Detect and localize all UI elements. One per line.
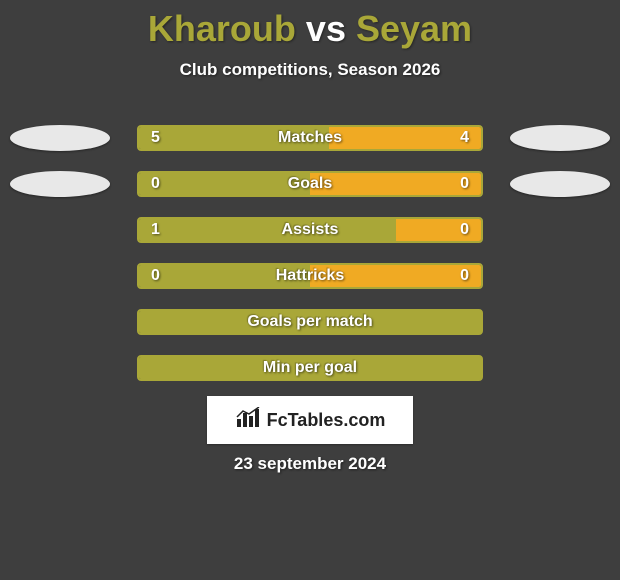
player1-bar-fill <box>139 219 396 241</box>
subtitle: Club competitions, Season 2026 <box>0 60 620 80</box>
player1-bar-fill <box>139 311 481 333</box>
player2-oval <box>510 171 610 197</box>
stat-row: Goals per match <box>0 299 620 345</box>
player1-bar-fill <box>139 265 310 287</box>
player1-oval <box>10 171 110 197</box>
player2-bar-fill <box>396 219 482 241</box>
player1-bar-fill <box>139 173 310 195</box>
stat-bar: Goals00 <box>137 171 483 197</box>
brand-text: FcTables.com <box>267 410 386 431</box>
brand-chart-icon <box>235 407 261 434</box>
player1-oval <box>10 125 110 151</box>
stat-bar: Assists10 <box>137 217 483 243</box>
stat-bar: Matches54 <box>137 125 483 151</box>
player2-bar-fill <box>310 173 481 195</box>
player1-bar-fill <box>139 127 329 149</box>
brand-badge: FcTables.com <box>207 396 413 444</box>
stat-bar: Min per goal <box>137 355 483 381</box>
stat-row: Goals00 <box>0 161 620 207</box>
stat-row: Hattricks00 <box>0 253 620 299</box>
stat-bar: Hattricks00 <box>137 263 483 289</box>
stat-row: Min per goal <box>0 345 620 391</box>
stat-row: Assists10 <box>0 207 620 253</box>
stat-row: Matches54 <box>0 115 620 161</box>
comparison-chart: Matches54 Goals00 Assists10 Hattricks00 Goal… <box>0 115 620 391</box>
comparison-title: Kharoub vs Seyam <box>0 0 620 50</box>
stat-bar: Goals per match <box>137 309 483 335</box>
player2-bar-fill <box>329 127 481 149</box>
player2-bar-fill <box>310 265 481 287</box>
player1-name: Kharoub <box>148 8 296 49</box>
vs-separator: vs <box>306 8 346 49</box>
player1-bar-fill <box>139 357 481 379</box>
date-line: 23 september 2024 <box>0 454 620 474</box>
player2-name: Seyam <box>356 8 472 49</box>
player2-oval <box>510 125 610 151</box>
